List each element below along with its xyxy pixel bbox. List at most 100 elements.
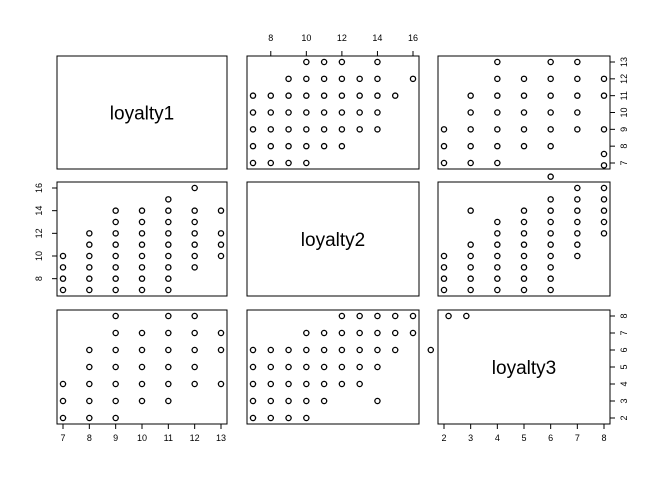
tick-label-bottom-loyalty3: 6 — [548, 433, 553, 443]
point-loyalty1-vs-loyalty2 — [303, 92, 310, 99]
point-loyalty1-vs-loyalty2 — [267, 92, 275, 99]
point-loyalty1-vs-loyalty2 — [249, 142, 257, 150]
panel-frame-loyalty2-loyalty2 — [246, 181, 420, 297]
point-loyalty2-vs-loyalty1 — [86, 264, 93, 271]
point-loyalty3-vs-loyalty1 — [138, 380, 146, 388]
point-loyalty2-vs-loyalty3 — [494, 264, 501, 271]
tick-label-top-loyalty2: 16 — [408, 33, 418, 43]
point-loyalty2-vs-loyalty1 — [86, 286, 93, 294]
point-loyalty2-vs-loyalty3 — [600, 162, 608, 169]
point-loyalty3-vs-loyalty1 — [86, 380, 93, 388]
point-loyalty2-vs-loyalty1 — [138, 252, 146, 260]
point-loyalty2-vs-loyalty3 — [467, 207, 474, 214]
tick-label-bottom-loyalty3: 4 — [495, 433, 500, 443]
point-loyalty1-vs-loyalty3 — [467, 92, 474, 99]
point-loyalty1-vs-loyalty2 — [338, 92, 346, 99]
point-loyalty3-vs-loyalty2 — [356, 380, 363, 388]
point-loyalty1-vs-loyalty2 — [338, 75, 346, 83]
point-loyalty3-vs-loyalty1 — [138, 397, 146, 405]
point-loyalty3-vs-loyalty1 — [112, 380, 119, 388]
tick-label-right-loyalty3: 2 — [619, 415, 629, 420]
point-loyalty1-vs-loyalty3 — [547, 142, 554, 150]
point-loyalty3-vs-loyalty2 — [303, 380, 310, 388]
panel-frame-loyalty3-loyalty1 — [56, 309, 228, 425]
panel-frame-loyalty2-loyalty1 — [56, 181, 228, 297]
point-loyalty2-vs-loyalty1 — [165, 241, 172, 248]
point-loyalty3-vs-loyalty2 — [445, 312, 452, 320]
point-loyalty1-vs-loyalty2 — [303, 58, 310, 66]
tick-label-bottom-loyalty3: 5 — [521, 433, 526, 443]
diagonal-label-loyalty3: loyalty3 — [492, 358, 556, 379]
point-loyalty1-vs-loyalty2 — [285, 109, 292, 116]
tick-label-bottom-loyalty1: 8 — [87, 433, 92, 443]
point-loyalty1-vs-loyalty3 — [574, 92, 581, 99]
point-loyalty2-vs-loyalty3 — [547, 218, 554, 226]
point-loyalty3-vs-loyalty2 — [320, 380, 328, 388]
point-loyalty3-vs-loyalty2 — [427, 346, 435, 354]
tick-label-bottom-loyalty3: 8 — [601, 433, 606, 443]
point-loyalty2-vs-loyalty3 — [547, 196, 554, 203]
point-loyalty1-vs-loyalty2 — [320, 142, 328, 150]
point-loyalty3-vs-loyalty2 — [374, 329, 381, 337]
point-loyalty1-vs-loyalty2 — [249, 159, 257, 167]
point-loyalty3-vs-loyalty2 — [338, 329, 346, 337]
tick-label-right-loyalty1: 10 — [619, 107, 629, 117]
point-loyalty2-vs-loyalty1 — [138, 264, 146, 271]
point-loyalty3-vs-loyalty2 — [249, 380, 257, 388]
point-loyalty2-vs-loyalty3 — [574, 218, 581, 226]
point-loyalty3-vs-loyalty2 — [338, 346, 346, 354]
point-loyalty1-vs-loyalty3 — [494, 109, 501, 116]
point-loyalty3-vs-loyalty2 — [338, 380, 346, 388]
point-loyalty2-vs-loyalty3 — [520, 264, 528, 271]
point-loyalty2-vs-loyalty3 — [547, 275, 554, 282]
point-loyalty2-vs-loyalty1 — [138, 286, 146, 294]
point-loyalty1-vs-loyalty2 — [285, 126, 292, 133]
point-loyalty2-vs-loyalty3 — [574, 241, 581, 248]
point-loyalty2-vs-loyalty1 — [138, 207, 146, 214]
point-loyalty2-vs-loyalty3 — [520, 218, 528, 226]
point-loyalty2-vs-loyalty3 — [440, 286, 448, 294]
point-loyalty2-vs-loyalty1 — [217, 230, 225, 237]
point-loyalty3-vs-loyalty2 — [391, 346, 399, 354]
point-loyalty1-vs-loyalty2 — [338, 142, 346, 150]
point-loyalty1-vs-loyalty3 — [600, 92, 608, 99]
point-loyalty1-vs-loyalty2 — [338, 126, 346, 133]
point-loyalty3-vs-loyalty2 — [267, 346, 275, 354]
point-loyalty1-vs-loyalty2 — [285, 142, 292, 150]
point-loyalty3-vs-loyalty2 — [303, 363, 310, 371]
point-loyalty2-vs-loyalty1 — [112, 275, 119, 282]
point-loyalty3-vs-loyalty1 — [112, 329, 119, 337]
point-loyalty2-vs-loyalty3 — [520, 207, 528, 214]
point-loyalty1-vs-loyalty2 — [374, 92, 381, 99]
point-loyalty2-vs-loyalty1 — [165, 264, 172, 271]
point-loyalty2-vs-loyalty3 — [600, 218, 608, 226]
point-loyalty2-vs-loyalty3 — [467, 241, 474, 248]
point-loyalty2-vs-loyalty1 — [191, 218, 198, 226]
point-loyalty1-vs-loyalty2 — [267, 126, 275, 133]
point-loyalty3-vs-loyalty2 — [249, 397, 257, 405]
point-loyalty2-vs-loyalty3 — [494, 241, 501, 248]
point-loyalty3-vs-loyalty1 — [86, 346, 93, 354]
point-loyalty2-vs-loyalty1 — [138, 218, 146, 226]
point-loyalty2-vs-loyalty3 — [600, 196, 608, 203]
point-loyalty1-vs-loyalty3 — [467, 126, 474, 133]
point-loyalty2-vs-loyalty1 — [112, 241, 119, 248]
tick-label-bottom-loyalty1: 9 — [113, 433, 118, 443]
point-loyalty2-vs-loyalty1 — [217, 241, 225, 248]
point-loyalty2-vs-loyalty3 — [494, 252, 501, 260]
point-loyalty2-vs-loyalty1 — [191, 207, 198, 214]
point-loyalty2-vs-loyalty3 — [494, 286, 501, 294]
tick-label-bottom-loyalty3: 2 — [441, 433, 446, 443]
tick-label-top-loyalty2: 10 — [301, 33, 311, 43]
point-loyalty1-vs-loyalty3 — [440, 126, 448, 133]
point-loyalty3-vs-loyalty1 — [165, 397, 172, 405]
point-loyalty2-vs-loyalty1 — [165, 196, 172, 203]
point-loyalty1-vs-loyalty3 — [440, 142, 448, 150]
point-loyalty1-vs-loyalty3 — [494, 142, 501, 150]
point-loyalty3-vs-loyalty1 — [165, 346, 172, 354]
point-loyalty2-vs-loyalty3 — [520, 241, 528, 248]
point-loyalty3-vs-loyalty2 — [391, 329, 399, 337]
point-loyalty3-vs-loyalty2 — [409, 329, 417, 337]
point-loyalty2-vs-loyalty3 — [600, 230, 608, 237]
point-loyalty1-vs-loyalty3 — [574, 58, 581, 66]
